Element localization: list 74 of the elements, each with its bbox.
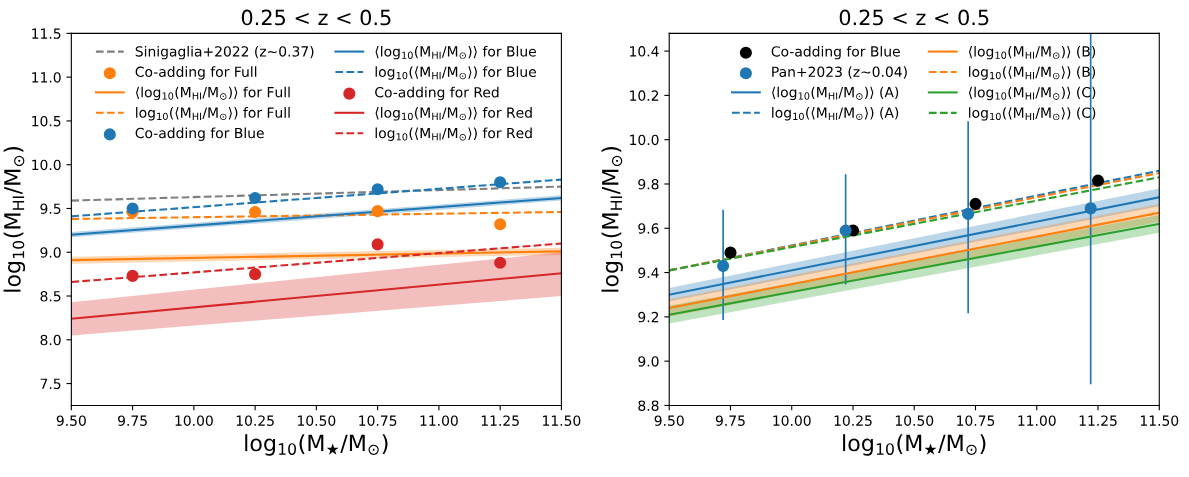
y-tick-label: 8.8 <box>638 400 659 411</box>
y-tick-label: 10.4 <box>630 46 659 57</box>
legend-label: log$_{10}$(⟨M$_{HI}$/M$_{⊙}$⟩) (A) <box>772 107 899 121</box>
chart-title: 0.25 < z < 0.5 <box>839 9 989 26</box>
point <box>126 202 139 215</box>
y-axis-title: log$_{10}$(M$_{HI}$/M$_{⊙}$) <box>3 147 26 292</box>
y-tick-label: 8.5 <box>40 290 61 302</box>
x-axis-title: log$_{10}$(M$_{★}$/M$_{⊙}$) <box>843 434 986 456</box>
x-tick-label: 10.75 <box>359 415 397 426</box>
legend-label: Co-adding for Full <box>135 66 257 80</box>
point <box>126 269 139 282</box>
y-tick-label: 9.8 <box>638 178 659 190</box>
point <box>249 191 262 205</box>
legend-label: ⟨log$_{10}$(M$_{HI}$/M$_{⊙}$)⟩ for Full <box>136 86 290 101</box>
x-tick-label: 11.50 <box>1140 415 1179 426</box>
x-tick-label: 9.75 <box>118 415 147 426</box>
y-tick-label: 9.5 <box>40 203 61 214</box>
x-tick-label: 11.00 <box>420 415 458 426</box>
legend-label: ⟨log$_{10}$(M$_{HI}$/M$_{⊙}$)⟩ for Red <box>375 107 532 121</box>
x-tick-label: 10.50 <box>895 415 934 426</box>
legend-label: Sinigaglia+2022 (z~0.37) <box>135 45 314 60</box>
point <box>249 268 262 281</box>
y-tick-label: 7.5 <box>40 378 61 390</box>
point <box>962 207 975 220</box>
x-tick-label: 11.25 <box>481 415 519 426</box>
point <box>371 205 384 218</box>
point <box>1084 202 1097 215</box>
point <box>371 183 384 196</box>
legend-label: Co-adding for Blue <box>135 127 264 141</box>
chart-title: 0.25 < z < 0.5 <box>241 9 391 26</box>
legend-label: log$_{10}$(⟨M$_{HI}$/M$_{⊙}$⟩) for Full <box>136 107 290 121</box>
legend-label: Co-adding for Red <box>375 86 499 101</box>
legend-label: ⟨log$_{10}$(M$_{HI}$/M$_{⊙}$)⟩ for Blue <box>375 45 536 60</box>
legend-label: Pan+2023 (z~0.04) <box>772 66 907 79</box>
legend-label: log$_{10}$(⟨M$_{HI}$/M$_{⊙}$⟩) for Red <box>375 127 532 141</box>
x-tick-label: 10.00 <box>175 415 213 426</box>
x-tick-label: 9.50 <box>654 415 684 426</box>
legend-label: ⟨log$_{10}$(M$_{HI}$/M$_{⊙}$)⟩ (A) <box>772 86 899 101</box>
x-tick-label: 10.00 <box>773 415 811 426</box>
point <box>839 224 852 237</box>
point <box>249 205 262 219</box>
x-tick-label: 11.00 <box>1018 415 1056 426</box>
y-tick-label: 8.0 <box>40 334 61 346</box>
y-axis-title: log$_{10}$(M$_{HI}$/M$_{⊙}$) <box>601 147 623 292</box>
x-tick-label: 10.25 <box>236 415 274 426</box>
x-tick-label: 9.50 <box>56 415 86 426</box>
y-tick-label: 9.2 <box>638 311 659 323</box>
y-tick-label: 9.0 <box>40 247 61 258</box>
point <box>969 197 982 210</box>
x-tick-label: 10.75 <box>957 415 995 426</box>
legend-label: Co-adding for Blue <box>771 45 900 60</box>
point <box>717 259 730 272</box>
x-tick-label: 11.50 <box>543 415 581 426</box>
y-tick-label: 9.6 <box>638 223 659 234</box>
legend-label: log$_{10}$(⟨M$_{HI}$/M$_{⊙}$⟩) for Blue <box>375 66 536 80</box>
y-tick-label: 10.2 <box>630 90 659 101</box>
point <box>494 256 507 269</box>
x-tick-label: 10.25 <box>834 415 872 426</box>
y-tick-label: 10.5 <box>32 115 61 127</box>
y-tick-label: 10.0 <box>630 134 659 146</box>
point <box>494 218 507 231</box>
point <box>371 238 384 251</box>
x-axis-title: log$_{10}$(M$_{★}$/M$_{⊙}$) <box>245 434 388 456</box>
y-tick-label: 9.0 <box>638 356 659 367</box>
x-tick-label: 10.50 <box>298 415 336 426</box>
y-tick-label: 11.0 <box>32 72 61 83</box>
point <box>1091 174 1105 187</box>
x-tick-label: 9.75 <box>715 415 745 426</box>
y-tick-label: 9.4 <box>638 267 659 279</box>
y-tick-label: 11.5 <box>32 28 61 39</box>
point <box>494 176 507 189</box>
x-tick-label: 11.25 <box>1079 415 1117 426</box>
point <box>724 246 737 259</box>
y-tick-label: 10.0 <box>32 159 61 171</box>
